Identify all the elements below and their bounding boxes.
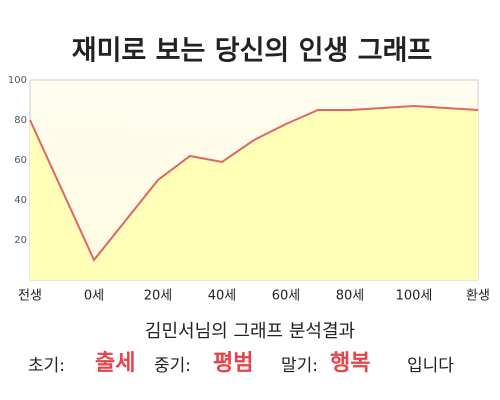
result-label: 중기: (154, 356, 191, 376)
x-tick-label: 100세 (396, 289, 433, 304)
result-value: 평범 (213, 351, 253, 376)
y-tick-label: 100 (8, 75, 27, 86)
result-value: 출세 (95, 351, 135, 376)
x-tick-label: 20세 (144, 289, 173, 304)
y-tick-label: 80 (14, 115, 27, 126)
y-tick-label: 40 (14, 195, 27, 206)
chart-title: 재미로 보는 당신의 인생 그래프 (72, 36, 433, 67)
area-fill (30, 106, 478, 280)
result-line: 초기: 출세 중기: 평범 말기: 행복 입니다 (28, 351, 454, 376)
x-tick-label: 40세 (208, 289, 237, 304)
line (29, 104, 479, 262)
result-label: 말기: (281, 356, 318, 376)
y-tick-label: 60 (14, 155, 27, 166)
x-tick-label: 전생 (18, 289, 42, 304)
x-tick-label: 0세 (84, 289, 104, 304)
result-heading: 김민서님의 그래프 분석결과 (145, 321, 355, 342)
result-value: 행복 (330, 351, 370, 376)
y-tick-label: 20 (14, 235, 27, 246)
x-tick-label: 환생 (466, 289, 490, 304)
x-tick-label: 80세 (336, 289, 365, 304)
result-ending: 입니다 (407, 356, 454, 376)
x-tick-label: 60세 (272, 289, 301, 304)
result-label: 초기: (28, 356, 65, 376)
